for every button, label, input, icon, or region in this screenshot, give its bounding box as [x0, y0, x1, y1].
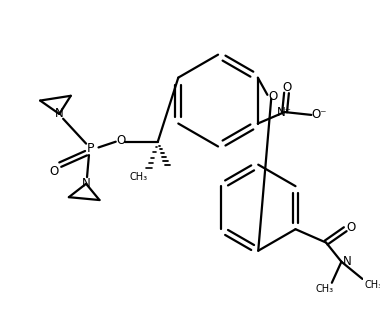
- Text: N⁺: N⁺: [277, 106, 292, 119]
- Text: N: N: [82, 177, 90, 190]
- Text: O: O: [282, 81, 291, 94]
- Text: O: O: [117, 134, 126, 147]
- Text: O: O: [346, 221, 356, 234]
- Text: O⁻: O⁻: [311, 108, 327, 122]
- Text: N: N: [343, 255, 352, 268]
- Text: N: N: [55, 107, 64, 121]
- Text: O: O: [49, 165, 58, 178]
- Text: O: O: [269, 90, 278, 103]
- Text: CH₃: CH₃: [315, 284, 333, 295]
- Text: CH₃: CH₃: [365, 280, 380, 290]
- Text: P: P: [87, 142, 95, 155]
- Text: CH₃: CH₃: [130, 172, 148, 182]
